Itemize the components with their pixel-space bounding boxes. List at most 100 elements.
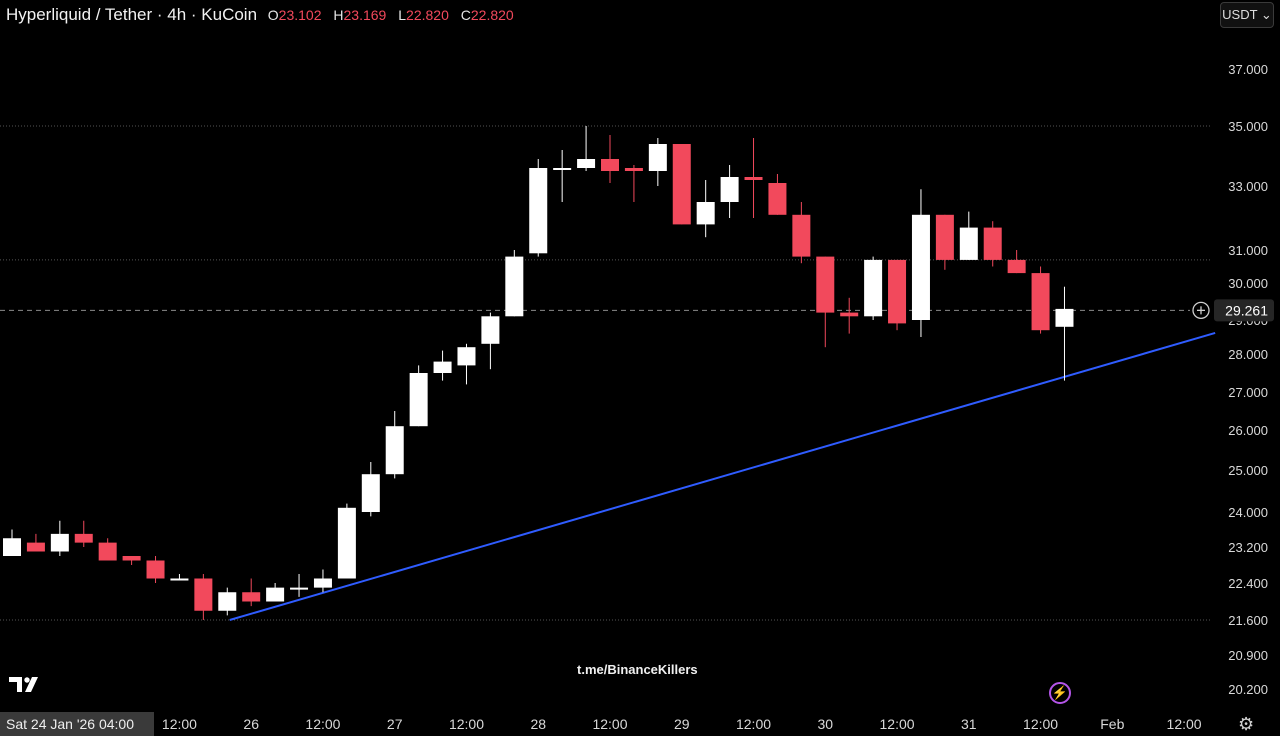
candle-body xyxy=(911,214,930,320)
gear-icon[interactable]: ⚙ xyxy=(1238,714,1255,734)
candle-body xyxy=(194,578,213,611)
candle-body xyxy=(696,202,715,225)
time-axis[interactable]: 12:00 26 12:00 27 12:00 28 12:00 29 12:00 30 12:00… xyxy=(162,716,1202,732)
candle-body xyxy=(1031,273,1050,331)
candle-body xyxy=(3,538,21,556)
price-tick-label: 27.000 xyxy=(1228,385,1268,400)
price-tick-label: 26.000 xyxy=(1228,423,1268,438)
candle-body xyxy=(98,542,117,561)
price-tick-label: 31.000 xyxy=(1228,243,1268,258)
current-price-badge xyxy=(1214,299,1274,322)
add-alert-icon xyxy=(1192,301,1210,319)
tradingview-logo-icon[interactable] xyxy=(9,675,43,693)
candle-body xyxy=(624,168,643,171)
candle-layer xyxy=(3,126,1074,620)
close-label: C xyxy=(460,7,471,23)
candle-body xyxy=(648,144,667,171)
candle-body xyxy=(577,159,596,168)
candle-body xyxy=(433,361,452,373)
candle-body xyxy=(457,347,476,366)
time-tick-label: 12:00 xyxy=(449,716,484,732)
ohlc-readout: O23.102 H23.169 L22.820 C22.820 xyxy=(268,7,522,23)
candle-body xyxy=(1055,308,1074,327)
candle-body xyxy=(146,560,165,579)
price-tick-label: 37.000 xyxy=(1228,62,1268,77)
price-tick-label: 24.000 xyxy=(1228,505,1268,520)
price-tick-label: 33.000 xyxy=(1228,179,1268,194)
candle-body xyxy=(792,214,811,257)
candle-body xyxy=(553,168,572,170)
candle-body xyxy=(816,256,835,313)
grid-layer xyxy=(0,125,1212,621)
candle-body xyxy=(50,533,69,552)
candle-body xyxy=(744,177,763,180)
price-tick-label: 28.000 xyxy=(1228,347,1268,362)
low-value: 22.820 xyxy=(406,7,449,23)
price-tick-label: 25.000 xyxy=(1228,463,1268,478)
time-tick-label: 26 xyxy=(243,716,259,732)
symbol-title[interactable]: Hyperliquid / Tether · 4h · KuCoin xyxy=(6,5,258,24)
candle-body xyxy=(409,373,428,427)
time-tick-label: Feb xyxy=(1100,716,1124,732)
high-value: 23.169 xyxy=(343,7,387,23)
time-tick-label: 30 xyxy=(817,716,833,732)
candle-body xyxy=(361,474,380,512)
currency-dropdown[interactable]: USDT ⌄ xyxy=(1220,2,1274,28)
candle-body xyxy=(170,578,189,581)
time-tick-label: 27 xyxy=(387,716,403,732)
time-tick-label: 12:00 xyxy=(162,716,197,732)
time-tick-label: 12:00 xyxy=(305,716,340,732)
open-label: O xyxy=(267,7,279,23)
candle-body xyxy=(313,578,332,588)
candle-body xyxy=(935,214,954,260)
candle-body xyxy=(529,168,548,254)
candle-body xyxy=(983,227,1002,260)
time-tick-label: 28 xyxy=(530,716,546,732)
candle-body xyxy=(1007,259,1026,274)
candle-body xyxy=(672,144,691,225)
candle-body xyxy=(840,312,859,317)
symbol-header: Hyperliquid / Tether · 4h · KuCoin O23.1… xyxy=(6,5,522,25)
time-tick-label: 12:00 xyxy=(736,716,771,732)
candle-body xyxy=(122,556,141,561)
candle-body xyxy=(864,259,883,317)
trendline xyxy=(229,331,1216,621)
trend-layer xyxy=(229,331,1216,621)
current-price-label: 29.261 xyxy=(1225,302,1268,318)
time-tick-label: 29 xyxy=(674,716,690,732)
time-tick-label: 12:00 xyxy=(592,716,627,732)
price-tick-label: 23.200 xyxy=(1228,540,1268,555)
candle-body xyxy=(505,256,524,317)
candle-body xyxy=(601,159,619,171)
candle-body xyxy=(337,507,356,579)
candle-body xyxy=(26,542,45,552)
lightning-icon[interactable]: ⚡ xyxy=(1049,682,1071,704)
time-tick-label: 31 xyxy=(961,716,977,732)
time-tick-label: 12:00 xyxy=(1167,716,1202,732)
price-tick-label: 20.900 xyxy=(1228,648,1268,663)
price-tick-label: 35.000 xyxy=(1228,119,1268,134)
price-tick-label: 20.200 xyxy=(1228,682,1268,697)
low-label: L xyxy=(398,7,407,23)
candle-body xyxy=(720,177,739,202)
crosshair-date-badge: Sat 24 Jan '26 04:00 xyxy=(0,712,154,736)
candle-body xyxy=(959,227,978,260)
watermark-text: t.me/BinanceKillers xyxy=(577,662,698,677)
price-tick-label: 21.600 xyxy=(1228,613,1268,628)
candle-body xyxy=(266,587,285,602)
candle-body xyxy=(768,183,787,215)
price-tick-label: 30.000 xyxy=(1228,276,1268,291)
candle-body xyxy=(385,426,404,475)
price-label-layer: 29.261 xyxy=(1192,299,1274,322)
candle-body xyxy=(481,316,500,344)
close-value: 22.820 xyxy=(470,7,514,23)
candle-body xyxy=(290,587,309,590)
candle-body xyxy=(242,592,261,602)
high-label: H xyxy=(333,7,344,23)
candle-body xyxy=(74,533,93,543)
time-tick-label: 12:00 xyxy=(1023,716,1058,732)
candle-body xyxy=(888,259,907,324)
price-axis[interactable]: 37.00035.00033.00031.00030.00029.00028.0… xyxy=(1228,62,1268,697)
candle-body xyxy=(218,592,237,611)
